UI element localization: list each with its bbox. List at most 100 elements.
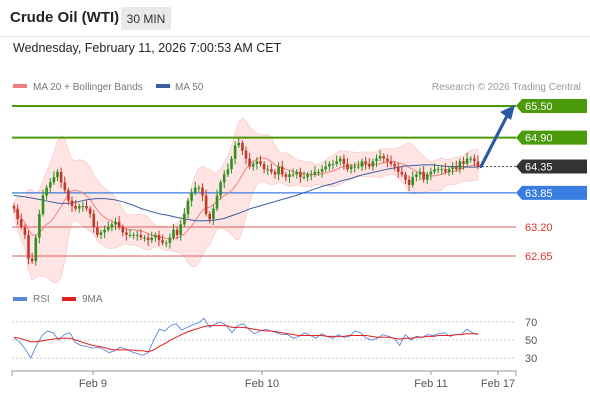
- x-axis: Feb 9 Feb 10 Feb 11 Feb 17: [11, 370, 517, 390]
- candle-body: [447, 169, 451, 172]
- candle-body: [273, 171, 277, 175]
- candle-body: [465, 158, 469, 164]
- candle-body: [190, 192, 193, 201]
- candle-body: [161, 240, 164, 243]
- candle-body: [302, 177, 306, 179]
- candle-body: [331, 163, 335, 165]
- candle-body: [12, 206, 16, 209]
- rsi-line: [13, 317, 479, 359]
- candle-body: [335, 161, 338, 164]
- candle-body: [429, 171, 433, 175]
- candle-body: [458, 161, 462, 170]
- candle-body: [357, 166, 360, 168]
- candle-body: [63, 182, 67, 191]
- candle-body: [436, 169, 440, 171]
- level-lines: [12, 105, 516, 257]
- main-legend: MA 20 + Bollinger Bands MA 50 Research ©…: [13, 82, 581, 93]
- candle-body: [295, 171, 298, 175]
- candle-body: [418, 171, 422, 175]
- candle-body: [219, 182, 222, 196]
- candle-body: [92, 213, 96, 228]
- candle-body: [396, 166, 400, 172]
- candle-body: [88, 208, 92, 214]
- candle-body: [404, 174, 407, 180]
- candle-body: [78, 206, 81, 209]
- candle-body: [117, 221, 121, 228]
- resistance-level-label: 65.50: [525, 101, 553, 113]
- candle-body: [346, 163, 349, 170]
- candle-body: [146, 237, 150, 241]
- level-labels: 65.50 64.90 64.35 63.85 63.20 62.65: [516, 99, 587, 263]
- candle-body: [433, 169, 436, 172]
- current-level-label: 64.35: [525, 162, 553, 174]
- candle-body: [338, 158, 342, 162]
- ma20-line: [13, 157, 479, 240]
- support-level-label: 62.65: [525, 251, 553, 263]
- rsi-legend-label: RSI: [33, 294, 50, 305]
- candle-body: [125, 232, 128, 235]
- rsi-panel: 30 50 70: [12, 317, 537, 365]
- ma50-legend-swatch: [156, 84, 170, 88]
- timeframe-button[interactable]: 30 MIN: [121, 7, 171, 30]
- candle-body: [135, 234, 139, 236]
- candle-body: [143, 237, 146, 239]
- candle-body: [233, 145, 237, 159]
- ma50-legend-label: MA 50: [175, 82, 204, 93]
- candle-body: [277, 166, 280, 175]
- candle-body: [172, 229, 175, 238]
- candle-body: [193, 187, 197, 193]
- candle-body: [454, 166, 458, 170]
- candle-body: [96, 227, 99, 235]
- candle-body: [121, 227, 125, 233]
- candle-body: [476, 161, 480, 167]
- x-axis-tick-label: Feb 17: [481, 378, 515, 390]
- candle-body: [248, 158, 251, 167]
- rsi-ma9-line: [13, 325, 478, 353]
- candle-body: [375, 158, 378, 162]
- candle-body: [320, 169, 324, 172]
- candle-body: [415, 174, 418, 177]
- candle-body: [411, 177, 414, 185]
- candle-body: [139, 234, 143, 238]
- ma50-line: [13, 164, 478, 222]
- candle-body: [284, 174, 288, 177]
- candle-body: [34, 237, 38, 262]
- candle-body: [328, 163, 331, 167]
- instrument-title: Crude Oil (WTI): [10, 9, 120, 26]
- candle-body: [59, 171, 63, 183]
- candle-body: [371, 161, 375, 167]
- candle-body: [364, 161, 367, 164]
- candle-body: [400, 171, 404, 175]
- header-divider: [0, 36, 590, 37]
- candle-body: [38, 213, 41, 238]
- candle-body: [306, 174, 309, 177]
- candle-body: [288, 174, 291, 177]
- candle-body: [313, 171, 317, 175]
- candle-body: [360, 161, 364, 167]
- candle-body: [389, 161, 393, 164]
- candle-body: [462, 161, 465, 164]
- ma20-legend-swatch: [13, 84, 27, 88]
- candle-body: [382, 156, 385, 159]
- rsi-tick-label: 30: [525, 353, 537, 365]
- candle-body: [107, 227, 110, 230]
- candle-body: [27, 234, 30, 259]
- candle-body: [183, 213, 186, 225]
- candle-body: [270, 169, 273, 172]
- candle-body: [422, 171, 425, 180]
- candle-body: [23, 227, 27, 235]
- candle-body: [222, 174, 226, 183]
- resistance-level-tag: [516, 99, 587, 113]
- candle-body: [103, 229, 106, 233]
- candle-body: [49, 182, 52, 188]
- candle-body: [230, 158, 233, 170]
- rsi-legend: RSI 9MA: [13, 294, 103, 305]
- candle-body: [19, 219, 23, 228]
- candle-body: [208, 213, 211, 220]
- candle-body: [81, 206, 85, 207]
- candle-body: [378, 156, 382, 159]
- candle-body: [85, 206, 88, 209]
- candle-body: [74, 206, 77, 209]
- candle-body: [212, 208, 215, 220]
